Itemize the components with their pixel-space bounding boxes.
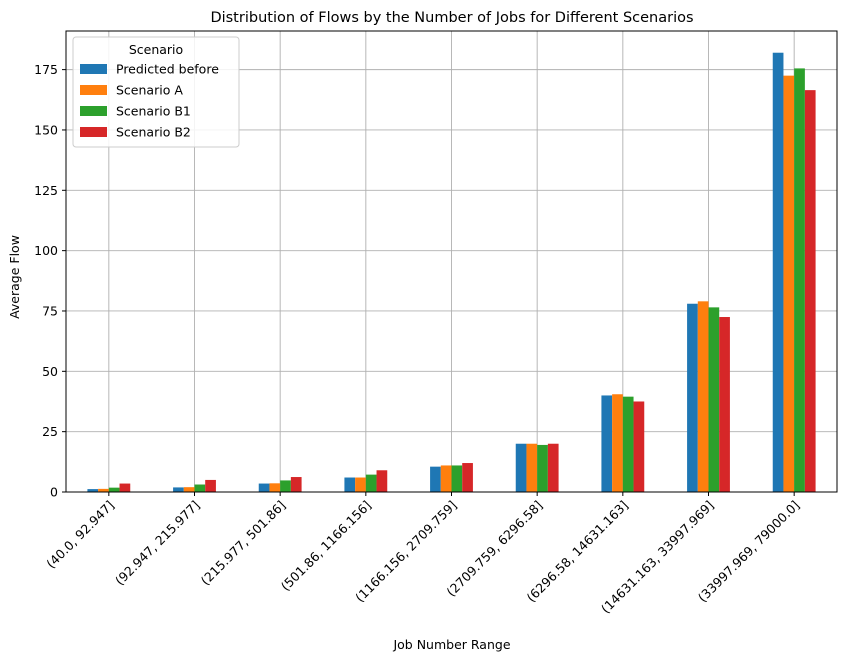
bar [612,394,623,492]
legend-swatch [80,106,107,116]
bar [344,477,356,492]
bar [537,444,548,492]
bar [697,301,709,492]
legend-label: Predicted before [116,62,219,77]
bar [376,470,388,492]
bar [783,75,795,493]
bar [462,463,473,492]
bar [633,401,645,492]
legend: Scenario Predicted before Scenario A Scena… [72,36,240,148]
y-tick-label: 150 [34,122,58,137]
legend-title: Scenario [129,42,183,57]
bar [355,477,366,492]
y-tick-label: 75 [42,303,58,318]
legend-swatch [80,127,107,137]
bar [794,68,805,492]
bar [183,487,195,492]
bar [687,303,698,492]
bar [622,396,634,492]
legend-swatch [80,85,107,95]
bar [98,488,109,492]
y-tick-label: 175 [34,62,58,77]
legend-swatch [80,64,107,74]
legend-label: Scenario A [116,83,183,98]
bar [258,483,270,492]
bar [526,443,538,492]
x-axis-label: Job Number Range [392,637,510,652]
bar [119,483,131,492]
legend-label: Scenario B2 [116,125,191,140]
bars [87,52,816,493]
bar [280,480,291,492]
bar [205,479,216,492]
bar [290,477,302,492]
bar [87,489,99,492]
bar [194,484,206,492]
y-tick-label: 50 [42,364,58,379]
legend-label: Scenario B1 [116,104,191,119]
y-axis-label: Average Flow [7,235,22,319]
bar [365,474,377,492]
bar [601,395,613,492]
y-tick-label: 125 [34,183,58,198]
bar [173,487,184,492]
bar [547,443,559,492]
bar [430,466,441,492]
bar [804,90,816,492]
bar [772,52,784,493]
bar [515,443,527,492]
bar [708,307,720,492]
bar [451,465,463,492]
y-tick-label: 25 [42,424,58,439]
y-tick-label: 0 [50,485,58,500]
chart-title: Distribution of Flows by the Number of J… [210,10,693,26]
y-tick-label: 100 [34,243,58,258]
bar [440,465,452,492]
bar [108,487,120,492]
bar [269,483,281,492]
legend-box [72,36,240,148]
bar [719,317,730,492]
